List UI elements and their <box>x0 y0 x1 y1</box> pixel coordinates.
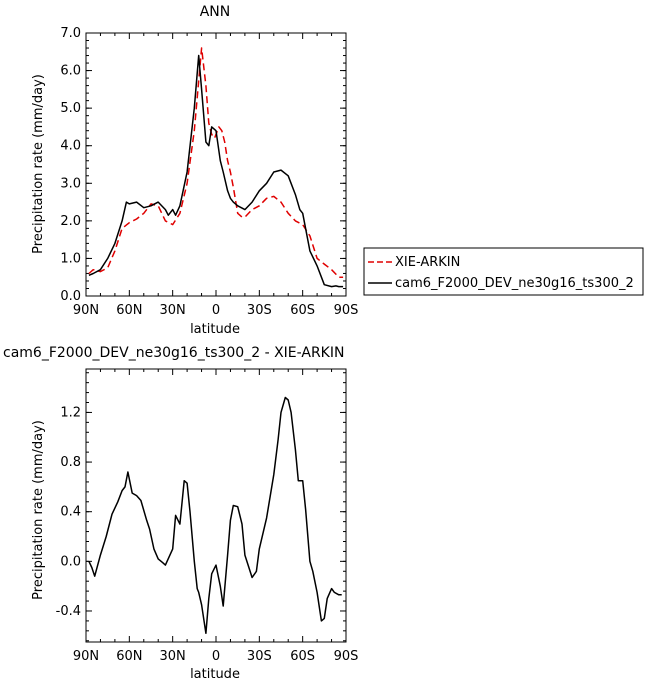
y-axis-label: Precipitation rate (mm/day) <box>31 420 46 600</box>
x-tick-label: 60S <box>290 649 315 664</box>
y-axis-label-group: Precipitation rate (mm/day) <box>31 74 46 254</box>
y-tick-label: 0.0 <box>60 289 81 304</box>
y-tick-label: 6.0 <box>60 64 81 79</box>
y-tick-label: -0.4 <box>56 604 81 619</box>
series-line-0 <box>88 47 344 278</box>
x-tick-label: 30N <box>160 303 186 318</box>
x-tick-label: 30N <box>160 649 186 664</box>
legend-label-xie-arkin: XIE-ARKIN <box>395 255 460 270</box>
x-tick-label: 30S <box>247 303 272 318</box>
legend: XIE-ARKIN cam6_F2000_DEV_ne30g16_ts300_2 <box>363 247 644 296</box>
x-tick-label: 90N <box>73 303 99 318</box>
y-tick-label: 0.0 <box>60 554 81 569</box>
y-tick-label: 4.0 <box>60 139 81 154</box>
series-line-0 <box>88 396 342 635</box>
chart-annual-precipitation: ANN Precipitation rate (mm/day) latitude… <box>31 4 644 337</box>
x-axis-label: latitude <box>190 322 240 337</box>
x-tick-label: 0 <box>212 649 220 664</box>
chart-title: cam6_F2000_DEV_ne30g16_ts300_2 - XIE-ARK… <box>3 345 344 361</box>
x-tick-label: 0 <box>212 303 220 318</box>
x-tick-label: 30S <box>247 649 272 664</box>
legend-box <box>363 247 644 296</box>
x-tick-label: 90S <box>334 649 359 664</box>
y-tick-label: 5.0 <box>60 101 81 116</box>
x-tick-label: 90N <box>73 649 99 664</box>
plot-area: 90N 60N 30N 0 30S 60S 90S -0.4 0.0 0.4 0.8 1.2 <box>56 369 359 664</box>
x-tick-label: 60N <box>116 649 142 664</box>
x-axis-label: latitude <box>190 667 240 682</box>
chart-title: ANN <box>200 4 231 20</box>
x-tick-label: 60N <box>116 303 142 318</box>
plot-area: 90N 60N 30N 0 30S 60S 90S 0.0 1.0 2.0 3.0 4.0 5.0 6.0… <box>60 26 358 318</box>
plot-frame <box>85 32 347 297</box>
y-tick-label: 3.0 <box>60 176 81 191</box>
y-tick-label: 2.0 <box>60 214 81 229</box>
y-tick-label: 0.8 <box>60 455 81 470</box>
x-tick-label: 90S <box>334 303 359 318</box>
chart-difference: cam6_F2000_DEV_ne30g16_ts300_2 - XIE-ARK… <box>3 345 358 682</box>
plot-frame <box>85 368 347 643</box>
y-tick-label: 7.0 <box>60 26 81 41</box>
y-tick-label: 1.0 <box>60 251 81 266</box>
series-line-1 <box>88 54 344 288</box>
y-tick-label: 1.2 <box>60 405 81 420</box>
legend-label-cam6: cam6_F2000_DEV_ne30g16_ts300_2 <box>395 276 634 291</box>
x-tick-label: 60S <box>290 303 315 318</box>
y-tick-label: 0.4 <box>60 505 81 520</box>
y-axis-label: Precipitation rate (mm/day) <box>31 74 46 254</box>
